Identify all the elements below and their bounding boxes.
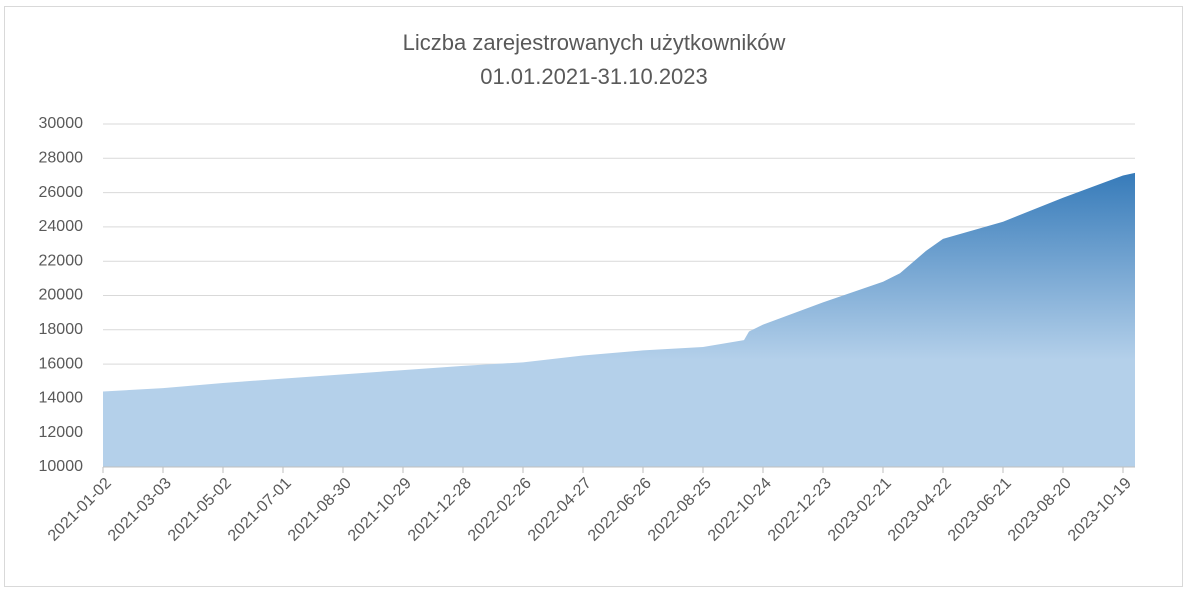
chart-subtitle: 01.01.2021-31.10.2023 [480, 64, 708, 89]
y-tick-label: 18000 [39, 321, 84, 338]
y-tick-label: 24000 [39, 218, 84, 235]
y-tick-label: 26000 [39, 184, 84, 201]
chart-title: Liczba zarejestrowanych użytkowników [403, 30, 786, 55]
y-tick-label: 28000 [39, 150, 84, 167]
y-tick-label: 20000 [39, 287, 84, 304]
y-tick-label: 10000 [39, 458, 84, 475]
y-tick-label: 30000 [39, 115, 84, 132]
y-tick-label: 14000 [39, 390, 84, 407]
y-tick-label: 16000 [39, 355, 84, 372]
y-tick-label: 12000 [39, 424, 84, 441]
area [103, 172, 1135, 467]
y-tick-label: 22000 [39, 252, 84, 269]
